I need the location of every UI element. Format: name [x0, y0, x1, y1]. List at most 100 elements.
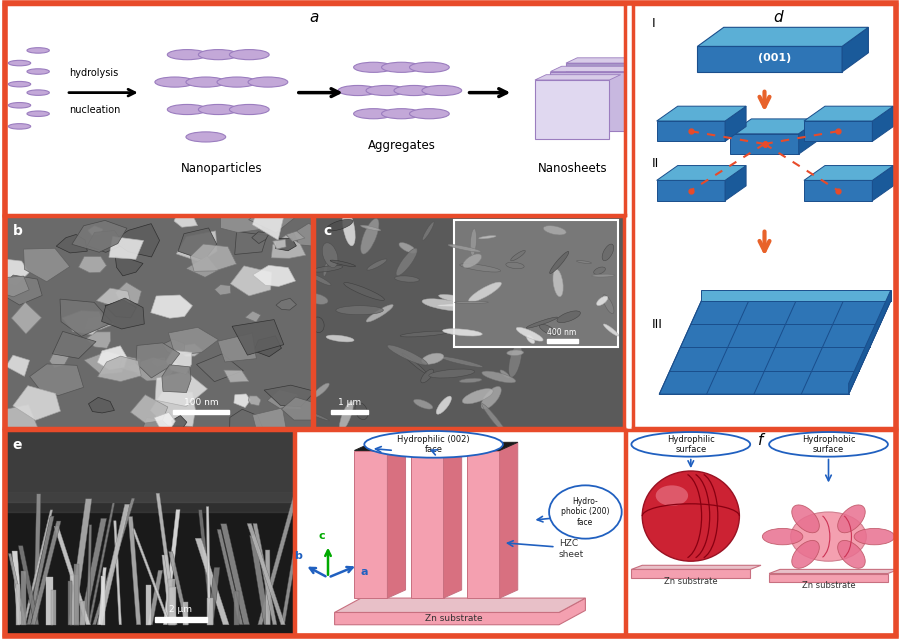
- Polygon shape: [97, 346, 127, 370]
- Text: (001): (001): [759, 53, 792, 63]
- Polygon shape: [804, 106, 894, 121]
- Ellipse shape: [399, 243, 416, 253]
- Polygon shape: [162, 555, 175, 625]
- Ellipse shape: [500, 370, 509, 378]
- Polygon shape: [186, 256, 219, 277]
- Polygon shape: [162, 339, 184, 355]
- Ellipse shape: [366, 86, 406, 96]
- Ellipse shape: [343, 210, 356, 246]
- Polygon shape: [293, 224, 328, 247]
- Polygon shape: [6, 355, 30, 376]
- Ellipse shape: [198, 50, 238, 59]
- Polygon shape: [632, 569, 751, 578]
- Text: nucleation: nucleation: [69, 105, 121, 115]
- Polygon shape: [387, 442, 406, 598]
- Ellipse shape: [414, 399, 433, 409]
- Ellipse shape: [506, 316, 521, 347]
- Text: 400 nm: 400 nm: [547, 328, 577, 337]
- Polygon shape: [220, 524, 249, 625]
- Polygon shape: [286, 231, 305, 242]
- Polygon shape: [196, 354, 243, 381]
- Polygon shape: [178, 228, 217, 260]
- Polygon shape: [16, 584, 20, 625]
- Ellipse shape: [438, 295, 490, 307]
- Polygon shape: [183, 602, 188, 625]
- Ellipse shape: [8, 123, 31, 129]
- Polygon shape: [109, 236, 144, 259]
- Ellipse shape: [838, 505, 865, 533]
- Ellipse shape: [770, 432, 888, 457]
- Polygon shape: [88, 397, 114, 413]
- Ellipse shape: [186, 132, 226, 142]
- Polygon shape: [132, 528, 171, 625]
- Polygon shape: [13, 386, 60, 420]
- Polygon shape: [224, 370, 249, 382]
- Ellipse shape: [482, 387, 501, 409]
- Polygon shape: [72, 220, 127, 252]
- Polygon shape: [172, 415, 187, 428]
- Polygon shape: [80, 601, 85, 625]
- Bar: [546, 339, 578, 343]
- Polygon shape: [230, 409, 263, 437]
- Ellipse shape: [339, 401, 353, 431]
- Ellipse shape: [312, 265, 343, 272]
- Polygon shape: [168, 579, 175, 625]
- Polygon shape: [162, 365, 191, 392]
- Polygon shape: [234, 394, 250, 408]
- Polygon shape: [85, 316, 114, 330]
- Polygon shape: [657, 106, 746, 121]
- Text: b: b: [14, 224, 23, 238]
- Polygon shape: [276, 298, 296, 310]
- Polygon shape: [168, 327, 219, 355]
- Polygon shape: [74, 564, 79, 625]
- Ellipse shape: [394, 276, 419, 282]
- Text: 100 nm: 100 nm: [184, 398, 219, 407]
- Ellipse shape: [387, 345, 428, 365]
- Polygon shape: [701, 290, 891, 301]
- Text: HZC
sheet: HZC sheet: [559, 539, 584, 558]
- Ellipse shape: [463, 254, 482, 268]
- Ellipse shape: [550, 251, 569, 273]
- Polygon shape: [0, 258, 29, 285]
- Ellipse shape: [394, 86, 434, 96]
- Polygon shape: [234, 591, 239, 625]
- Ellipse shape: [544, 226, 566, 235]
- Text: II: II: [652, 157, 659, 169]
- Polygon shape: [163, 510, 180, 625]
- Polygon shape: [535, 75, 621, 80]
- Polygon shape: [466, 442, 517, 450]
- Ellipse shape: [361, 226, 381, 231]
- Ellipse shape: [656, 486, 688, 506]
- Bar: [4, 430, 294, 502]
- Ellipse shape: [460, 264, 500, 272]
- Polygon shape: [872, 106, 894, 141]
- Polygon shape: [207, 597, 212, 625]
- Polygon shape: [770, 569, 899, 573]
- Polygon shape: [272, 235, 306, 258]
- Polygon shape: [842, 27, 868, 72]
- Ellipse shape: [422, 353, 444, 364]
- Ellipse shape: [410, 109, 449, 119]
- Polygon shape: [252, 202, 284, 240]
- Polygon shape: [500, 442, 518, 598]
- Polygon shape: [18, 546, 39, 625]
- Ellipse shape: [336, 305, 383, 315]
- Polygon shape: [872, 166, 894, 201]
- Ellipse shape: [248, 77, 288, 87]
- Polygon shape: [155, 371, 207, 406]
- Polygon shape: [214, 284, 230, 295]
- Polygon shape: [97, 504, 130, 625]
- Polygon shape: [154, 412, 176, 428]
- Polygon shape: [657, 180, 725, 201]
- Ellipse shape: [367, 259, 387, 270]
- Polygon shape: [355, 442, 406, 450]
- Polygon shape: [113, 521, 122, 625]
- Ellipse shape: [27, 69, 50, 74]
- Ellipse shape: [400, 331, 448, 337]
- Ellipse shape: [471, 229, 476, 256]
- Polygon shape: [166, 350, 192, 374]
- Polygon shape: [33, 494, 40, 625]
- Polygon shape: [725, 106, 746, 141]
- Polygon shape: [31, 521, 61, 625]
- Ellipse shape: [838, 541, 865, 568]
